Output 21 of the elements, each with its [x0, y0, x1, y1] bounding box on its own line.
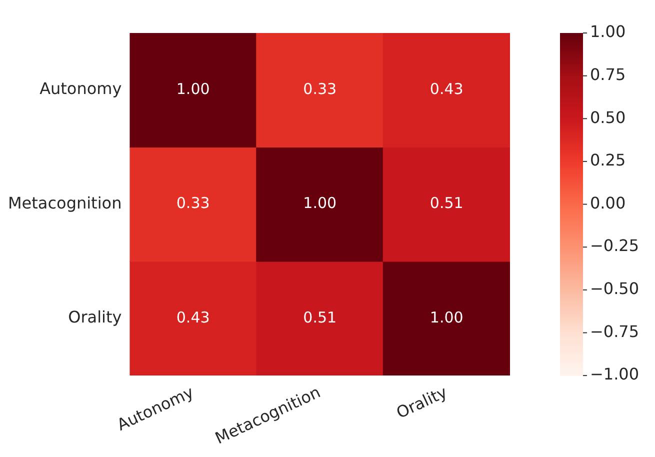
color-bar-label: −1.00 [590, 364, 640, 384]
y-tick-label: Autonomy [40, 79, 122, 98]
color-bar-label: 0.00 [590, 193, 626, 212]
data-label: 0.33 [176, 194, 210, 212]
color-bar-label: 0.50 [590, 108, 626, 127]
data-label: 0.43 [430, 80, 464, 98]
color-bar-label: −0.50 [590, 279, 640, 298]
data-label: 0.51 [303, 308, 337, 326]
color-bar-label: −0.25 [590, 236, 640, 256]
color-bar-label: 0.25 [590, 150, 626, 170]
y-tick-label: Orality [68, 308, 122, 327]
data-label: 1.00 [430, 308, 464, 326]
color-bar-label: −0.75 [590, 322, 640, 341]
color-bar-label: 0.75 [590, 64, 626, 84]
color-bar-label: 1.00 [590, 22, 626, 42]
data-label: 1.00 [176, 80, 210, 98]
data-label: 1.00 [303, 194, 337, 212]
data-label: 0.51 [430, 194, 464, 212]
data-label: 0.43 [176, 308, 210, 326]
y-tick-label: Metacognition [8, 193, 122, 212]
data-label: 0.33 [303, 80, 337, 98]
